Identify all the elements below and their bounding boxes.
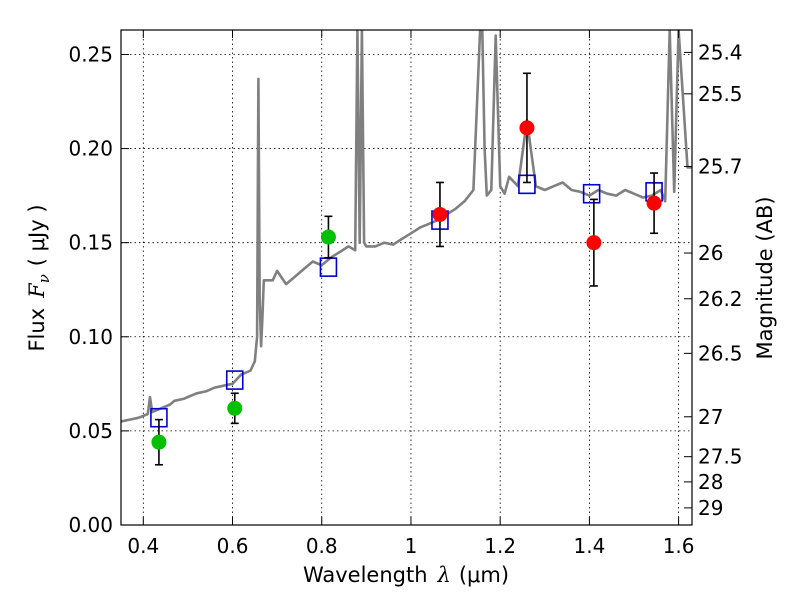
x-tick-label: 0.8 <box>306 534 338 558</box>
y-axis-label-unit: ( μJy ) <box>25 204 49 266</box>
x-tick-label: 1.4 <box>573 534 605 558</box>
y2-tick-label: 28 <box>698 470 723 494</box>
y-tick-label: 0.05 <box>68 419 113 443</box>
y-axis-label: Flux Fν ( μJy ) <box>25 204 53 351</box>
y2-tick-label: 25.5 <box>698 82 743 106</box>
y-axis-label-symbol: F <box>25 282 49 299</box>
x-tick-label: 1.2 <box>484 534 516 558</box>
y2-tick-label: 29 <box>698 496 723 520</box>
green-point <box>320 229 336 245</box>
model-square <box>225 370 244 390</box>
plot-area <box>121 30 692 466</box>
y2-tick-label: 25.4 <box>698 40 743 64</box>
plot-frame <box>120 29 693 526</box>
x-tick-label: 0.4 <box>127 534 159 558</box>
red-point <box>432 206 448 222</box>
y-tick-label: 0.25 <box>68 42 113 66</box>
y2-tick-label: 27 <box>698 405 723 429</box>
x-axis-label: Wavelength λ (μm) <box>303 563 509 587</box>
y-axis-label-text: Flux <box>25 308 49 352</box>
y-tick-label: 0.15 <box>68 231 113 255</box>
y-tick-label: 0.20 <box>68 137 113 161</box>
y-tick-label: 0.10 <box>68 325 113 349</box>
red-point <box>519 120 535 136</box>
axis-ticks: 0.4 0.6 0.8 1 1.2 1.4 1.6 0.00 0.05 0.10 0.15 0.20 0… <box>68 30 743 558</box>
red-point <box>586 235 602 251</box>
green-point <box>151 434 167 450</box>
y-axis-label-subscript: ν <box>35 274 53 283</box>
y2-tick-label: 27.5 <box>698 445 743 469</box>
grid-lines <box>121 30 692 526</box>
y2-tick-label: 26.2 <box>698 287 743 311</box>
x-axis-label-unit: (μm) <box>459 563 509 587</box>
y2-tick-label: 26 <box>698 241 723 265</box>
y2-tick-label: 26.5 <box>698 341 743 365</box>
green-point <box>227 400 243 416</box>
model-square <box>582 183 601 204</box>
x-tick-label: 1 <box>405 534 418 558</box>
y-tick-label: 0.00 <box>68 513 113 537</box>
y2-axis-label: Magnitude (AB) <box>753 196 777 359</box>
spectrum-line <box>121 30 692 423</box>
y2-tick-label: 25.7 <box>698 154 743 178</box>
x-tick-label: 0.6 <box>217 534 249 558</box>
x-axis-label-symbol: λ <box>437 563 451 587</box>
x-tick-label: 1.6 <box>663 534 695 558</box>
red-point <box>646 195 662 211</box>
x-axis-label-text: Wavelength <box>303 563 428 587</box>
